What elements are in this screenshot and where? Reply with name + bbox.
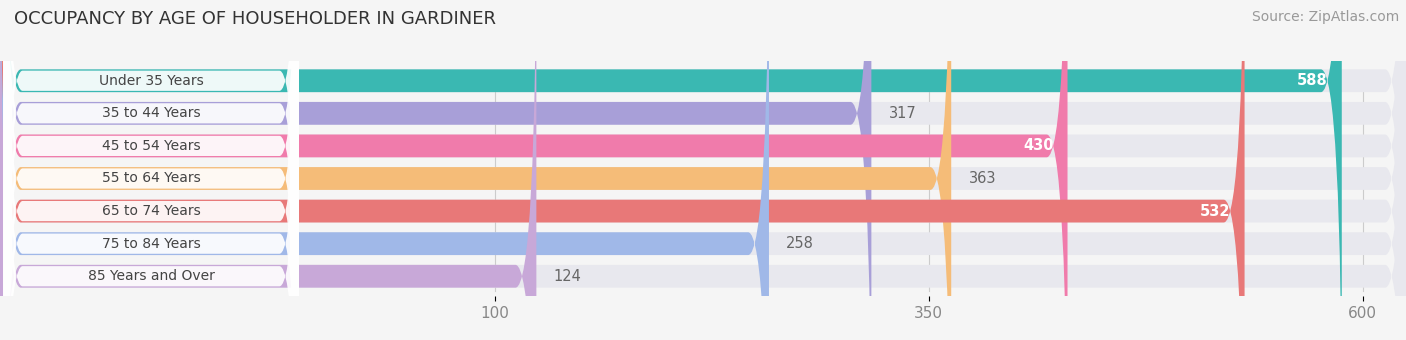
FancyBboxPatch shape: [3, 0, 298, 340]
FancyBboxPatch shape: [0, 0, 1341, 340]
FancyBboxPatch shape: [0, 0, 872, 340]
FancyBboxPatch shape: [3, 0, 298, 340]
Text: 35 to 44 Years: 35 to 44 Years: [101, 106, 200, 120]
Text: 124: 124: [554, 269, 582, 284]
Text: 258: 258: [786, 236, 814, 251]
FancyBboxPatch shape: [3, 0, 298, 340]
Text: 317: 317: [889, 106, 917, 121]
Text: 588: 588: [1298, 73, 1327, 88]
FancyBboxPatch shape: [0, 0, 952, 340]
FancyBboxPatch shape: [3, 0, 298, 340]
Text: 45 to 54 Years: 45 to 54 Years: [101, 139, 200, 153]
Text: 363: 363: [969, 171, 995, 186]
Text: 65 to 74 Years: 65 to 74 Years: [101, 204, 201, 218]
Text: 430: 430: [1024, 138, 1053, 153]
FancyBboxPatch shape: [3, 0, 298, 340]
Text: 55 to 64 Years: 55 to 64 Years: [101, 171, 201, 186]
Text: Under 35 Years: Under 35 Years: [98, 74, 204, 88]
Text: OCCUPANCY BY AGE OF HOUSEHOLDER IN GARDINER: OCCUPANCY BY AGE OF HOUSEHOLDER IN GARDI…: [14, 10, 496, 28]
FancyBboxPatch shape: [0, 0, 1244, 340]
FancyBboxPatch shape: [3, 0, 298, 340]
FancyBboxPatch shape: [0, 0, 1067, 340]
FancyBboxPatch shape: [0, 0, 536, 340]
FancyBboxPatch shape: [0, 0, 769, 340]
Text: Source: ZipAtlas.com: Source: ZipAtlas.com: [1251, 10, 1399, 24]
FancyBboxPatch shape: [3, 0, 298, 340]
Text: 85 Years and Over: 85 Years and Over: [87, 269, 215, 283]
Text: 75 to 84 Years: 75 to 84 Years: [101, 237, 201, 251]
Text: 532: 532: [1201, 204, 1230, 219]
